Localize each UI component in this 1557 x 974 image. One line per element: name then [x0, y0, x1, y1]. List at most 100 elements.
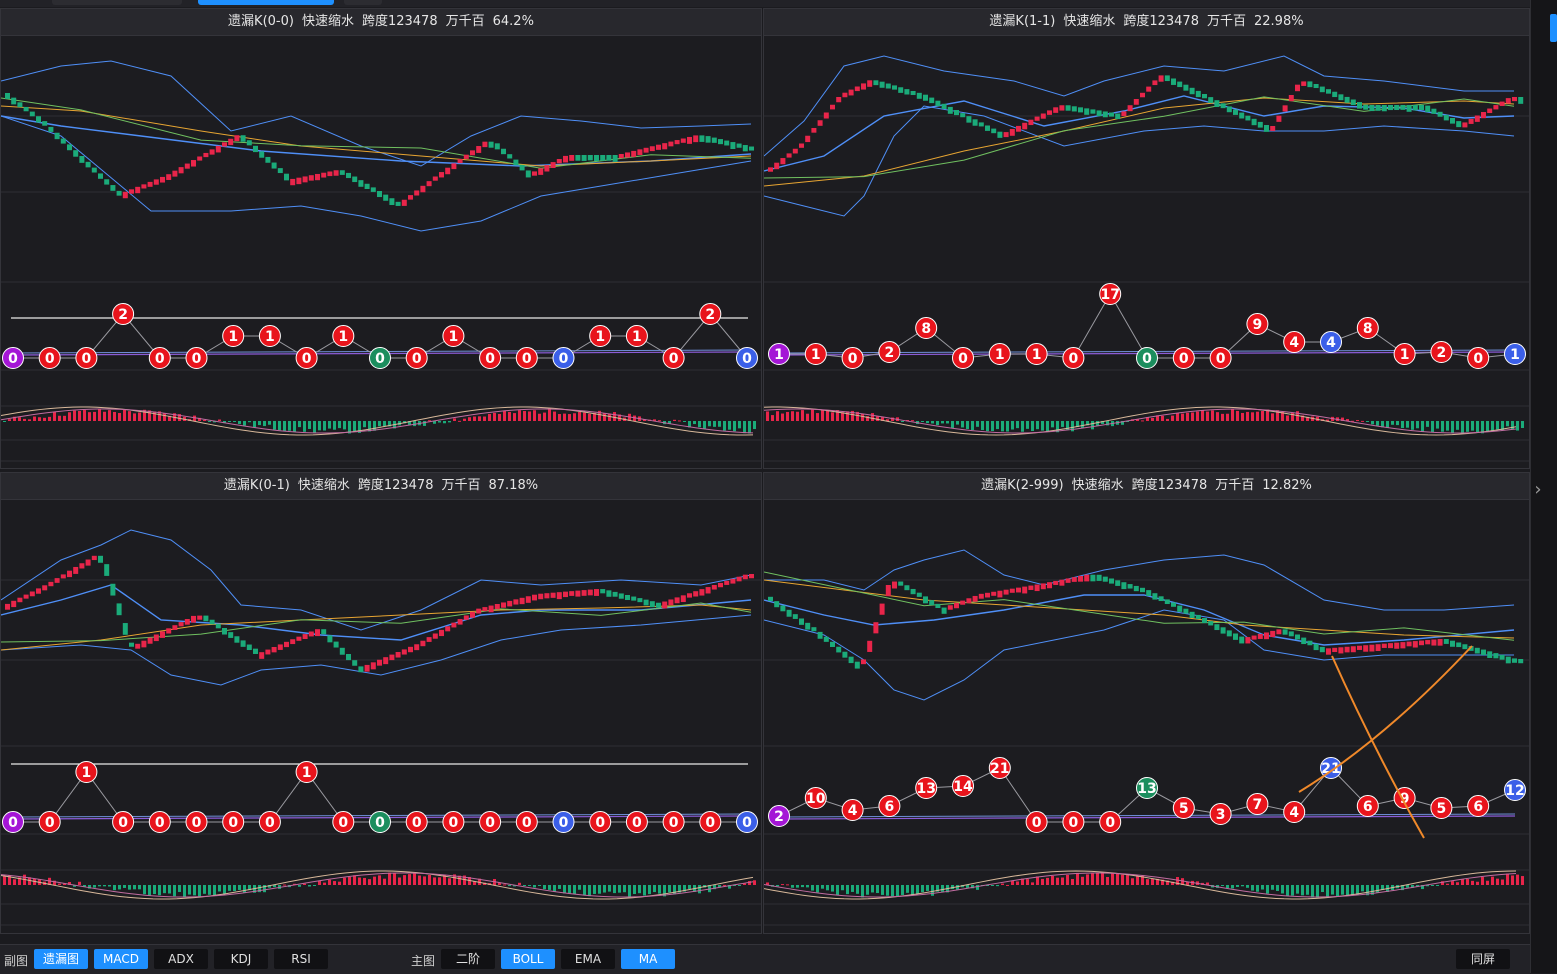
macd-bar [986, 421, 989, 432]
macd-bar [1406, 421, 1409, 428]
candle [954, 110, 959, 116]
macd-bar [1116, 873, 1119, 885]
candle [680, 138, 686, 143]
macd-bar [333, 881, 336, 885]
sub-button-missing-chart[interactable]: 遗漏图 [34, 949, 88, 969]
candle [29, 591, 35, 597]
missing-marker-circle [699, 811, 722, 833]
candle [1003, 132, 1009, 138]
panel-span: 跨度123478 [1131, 478, 1208, 493]
right-scroll-bar[interactable] [1530, 0, 1557, 973]
chevron-right-icon[interactable]: › [1534, 479, 1542, 500]
top-tab-active[interactable] [198, 0, 334, 5]
candle [172, 625, 178, 630]
candle [178, 622, 184, 627]
chart-0-1[interactable]: 0 0 1 0 0 0 0 0 1 0 0 0 0 0 0 0 0 0 0 0 0 [1, 500, 762, 934]
sub-button-rsi[interactable]: RSI [274, 949, 328, 969]
sub-button-adx[interactable]: ADX [154, 949, 208, 969]
macd-bar [108, 885, 111, 887]
candle [1400, 105, 1406, 110]
macd-bar [1041, 421, 1044, 431]
candle [1239, 636, 1245, 644]
macd-bar [448, 421, 451, 423]
macd-bar [1486, 421, 1489, 432]
scrollbar-thumb[interactable] [1550, 14, 1557, 42]
main-button-boll[interactable]: BOLL [501, 949, 555, 969]
panel-2-999: 遗漏K(2-999) 快速缩水 跨度123478 万千百 12.82% 2 10 4 6 13 1… [763, 472, 1530, 934]
macd-bar [128, 885, 131, 890]
candle [494, 604, 500, 610]
candle [36, 116, 41, 123]
macd-bar [653, 419, 656, 421]
main-button-second-order[interactable]: 二阶 [441, 949, 495, 969]
sub-button-kdj[interactable]: KDJ [214, 949, 268, 969]
macd-bar [618, 414, 621, 421]
candle [637, 598, 643, 603]
macd-bar [1176, 877, 1179, 885]
macd-bar [1426, 421, 1429, 427]
missing-marker-label: 1 [595, 329, 605, 345]
candle [1090, 109, 1096, 114]
candle [1071, 577, 1077, 582]
missing-marker-label: 12 [1505, 783, 1524, 799]
macd-bar [338, 881, 341, 885]
missing-marker-circle [1467, 347, 1490, 369]
macd-bar [1111, 873, 1114, 885]
missing-marker-label: 0 [559, 815, 569, 831]
candle [1450, 640, 1455, 647]
candle [153, 634, 159, 642]
macd-bar [996, 421, 999, 430]
top-tab-left[interactable] [52, 0, 182, 5]
macd-bar [508, 411, 511, 421]
candle [836, 97, 842, 103]
macd-bar [408, 874, 411, 885]
macd-bar [1066, 421, 1069, 430]
missing-marker-label: 1 [1510, 347, 1520, 363]
macd-bar [1171, 415, 1174, 421]
main-button-ma[interactable]: MA [621, 949, 675, 969]
chart-0-0[interactable]: 0 0 0 2 0 0 1 1 0 1 0 0 1 0 0 0 1 1 0 2 0 [1, 36, 762, 469]
macd-bar [363, 877, 366, 885]
candle [501, 148, 506, 155]
macd-bar [308, 885, 311, 887]
macd-bar [1011, 880, 1014, 885]
missing-marker-label: 2 [774, 809, 784, 825]
macd-bar [103, 885, 106, 887]
sub-button-macd[interactable]: MACD [94, 949, 148, 969]
macd-bar [1291, 412, 1294, 421]
candle [296, 636, 302, 641]
candle [1264, 125, 1269, 132]
macd-bar [408, 421, 411, 426]
macd-bar [393, 872, 396, 885]
macd-bar [203, 885, 206, 894]
missing-marker-circle [1283, 331, 1306, 353]
panel-title: 遗漏K(0-0) 快速缩水 跨度123478 万千百 64.2% [1, 9, 761, 36]
same-screen-button[interactable]: 同屏 [1456, 949, 1510, 969]
macd-bar [353, 421, 356, 432]
candle [625, 152, 630, 158]
candle [792, 148, 798, 154]
candle [1481, 112, 1486, 119]
macd-bar [1501, 421, 1504, 431]
missing-marker-label: 4 [1289, 805, 1299, 821]
candle [129, 189, 134, 194]
macd-bar [218, 885, 221, 892]
macd-bar [916, 885, 919, 894]
candle [1456, 121, 1462, 128]
candle [1251, 118, 1257, 126]
macd-bar [926, 885, 929, 891]
macd-bar [158, 411, 161, 421]
macd-bar [921, 885, 924, 893]
macd-bar [881, 417, 884, 421]
top-tab-add[interactable] [344, 0, 382, 5]
missing-marker-label: 0 [265, 815, 275, 831]
candle [569, 155, 575, 161]
macd-bar [83, 885, 86, 887]
macd-bar [223, 421, 226, 424]
main-button-ema[interactable]: EMA [561, 949, 615, 969]
missing-marker-circle [952, 347, 974, 369]
candle [116, 190, 122, 196]
